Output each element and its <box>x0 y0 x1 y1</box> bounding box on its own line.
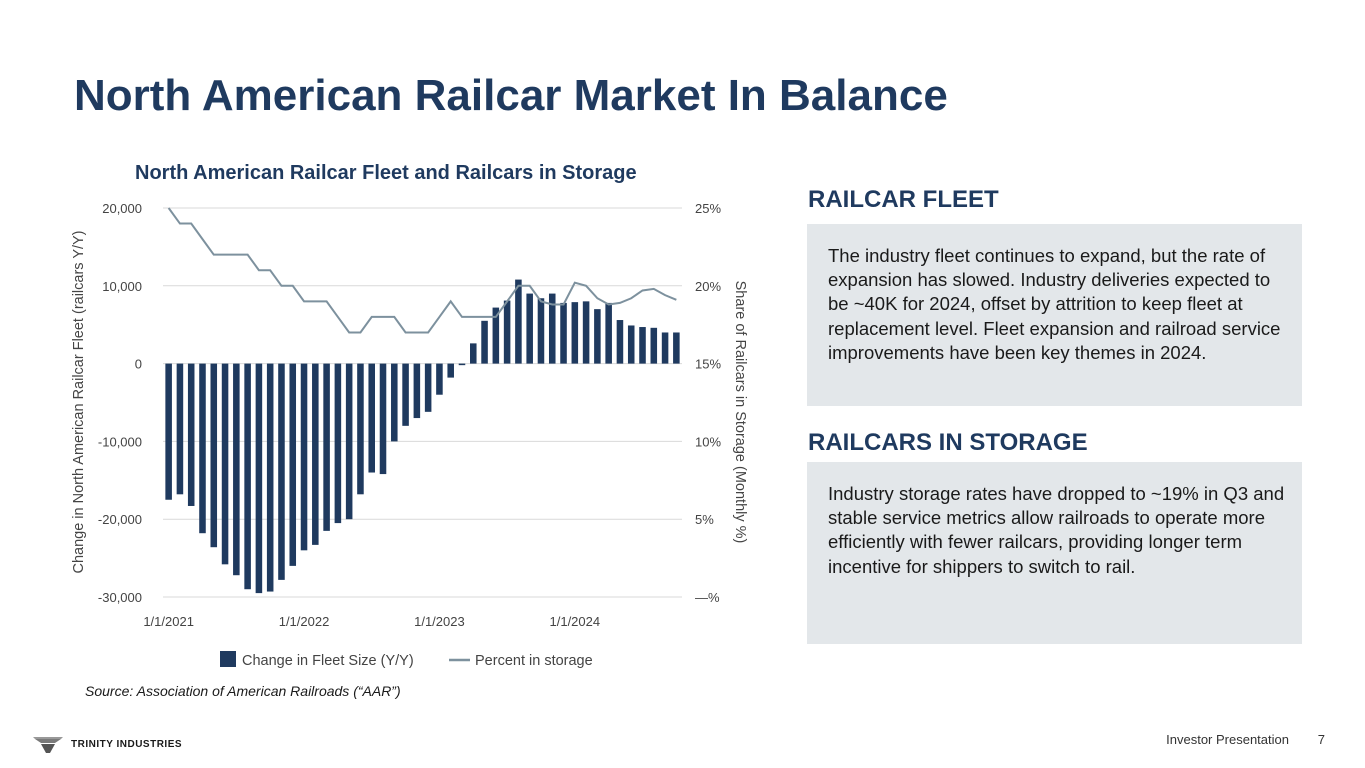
page-number: 7 <box>1317 732 1325 747</box>
fleet-change-bar <box>537 298 545 364</box>
y2-tick-label: 10% <box>695 434 721 449</box>
fleet-change-bar <box>176 363 184 495</box>
fleet-change-bar <box>673 332 680 364</box>
x-tick-label: 1/1/2021 <box>143 614 194 629</box>
fleet-change-bar <box>639 327 646 364</box>
fleet-change-bar <box>661 332 669 364</box>
y-tick-label: 0 <box>135 357 142 372</box>
fleet-change-bar <box>469 343 477 364</box>
storage-percent-line <box>167 207 677 334</box>
y2-tick-label: 15% <box>695 357 721 372</box>
fleet-change-bar <box>266 363 274 592</box>
fleet-change-bar <box>650 327 658 364</box>
y2-tick-label: —% <box>695 590 720 605</box>
storage-panel: Industry storage rates have dropped to ~… <box>807 462 1302 644</box>
y2-tick-label: 5% <box>695 512 714 527</box>
fleet-change-bar <box>345 363 353 520</box>
fleet-change-bar <box>391 363 398 442</box>
y2-tick-label: 25% <box>695 201 721 216</box>
x-tick-label: 1/1/2024 <box>550 614 601 629</box>
fleet-change-bar <box>492 307 500 364</box>
fleet-body: The industry fleet continues to expand, … <box>828 245 1281 363</box>
fleet-change-bar <box>165 363 172 500</box>
fleet-change-bar <box>312 363 319 545</box>
x-tick-label: 1/1/2023 <box>414 614 465 629</box>
y2-axis-title: Share of Railcars in Storage (Monthly %) <box>732 281 748 544</box>
fleet-change-bar <box>334 363 342 524</box>
fleet-change-bar <box>300 363 308 551</box>
fleet-change-bar <box>402 363 409 426</box>
fleet-change-bar <box>210 363 218 548</box>
fleet-change-bar <box>616 320 624 364</box>
y-tick-label: -30,000 <box>98 590 142 605</box>
fleet-change-bar <box>627 325 635 364</box>
fleet-change-bar <box>526 293 533 364</box>
fleet-change-bar <box>289 363 297 566</box>
y-tick-label: -20,000 <box>98 512 142 527</box>
page-title: North American Railcar Market In Balance <box>74 71 948 120</box>
fleet-change-bar <box>436 363 443 395</box>
fleet-change-bar <box>571 302 579 364</box>
storage-line-layer <box>167 207 677 334</box>
fleet-change-bar <box>515 279 522 364</box>
footer-label: Investor Presentation <box>1166 732 1289 747</box>
axis-labels: 20,000 10,000 0 -10,000 -20,000 -30,000 25% 20%… <box>71 201 748 629</box>
fleet-change-bar <box>233 363 240 576</box>
fleet-change-bar <box>357 363 364 495</box>
y-tick-label: 10,000 <box>102 279 142 294</box>
fleet-storage-chart: 20,000 10,000 0 -10,000 -20,000 -30,000 25% 20%… <box>71 201 748 669</box>
y-tick-label: -10,000 <box>98 434 142 449</box>
fleet-change-bars <box>165 279 680 594</box>
legend-bar-label: Change in Fleet Size (Y/Y) <box>242 653 414 669</box>
legend-line-label: Percent in storage <box>475 653 593 669</box>
fleet-panel: The industry fleet continues to expand, … <box>807 224 1302 406</box>
fleet-change-bar <box>255 363 263 594</box>
logo-text: TRINITY INDUSTRIES <box>71 738 183 750</box>
fleet-change-bar <box>503 300 511 364</box>
fleet-change-bar <box>447 363 454 378</box>
fleet-change-bar <box>594 309 601 364</box>
fleet-heading: RAILCAR FLEET <box>808 186 999 213</box>
storage-body: Industry storage rates have dropped to ~… <box>828 483 1285 577</box>
fleet-change-bar <box>278 363 285 580</box>
source-note: Source: Association of American Railroad… <box>85 683 401 699</box>
fleet-change-bar <box>413 363 421 419</box>
storage-heading: RAILCARS IN STORAGE <box>808 429 1088 456</box>
fleet-change-bar <box>323 363 330 531</box>
fleet-change-bar <box>605 302 612 364</box>
fleet-change-bar <box>458 363 466 366</box>
company-logo: TRINITY INDUSTRIES <box>33 733 182 755</box>
fleet-change-bar <box>582 301 590 364</box>
fleet-change-bar <box>221 363 229 565</box>
gridlines <box>163 207 682 598</box>
fleet-change-bar <box>560 302 567 364</box>
fleet-change-bar <box>424 363 432 412</box>
fleet-change-bar <box>199 363 206 534</box>
fleet-change-bar <box>548 293 556 364</box>
y2-tick-label: 20% <box>695 279 721 294</box>
fleet-change-bar <box>481 320 488 364</box>
fleet-change-bar <box>379 363 387 475</box>
trinity-logo-icon <box>33 737 63 753</box>
y-axis-title: Change in North American Railcar Fleet (… <box>71 230 87 573</box>
fleet-change-bar <box>244 363 251 590</box>
chart-legend: Change in Fleet Size (Y/Y) Percent in sto… <box>220 651 593 669</box>
legend-bar-swatch <box>220 651 236 667</box>
fleet-change-bar <box>368 363 376 473</box>
chart-title: North American Railcar Fleet and Railcar… <box>135 162 637 184</box>
fleet-change-bar <box>187 363 195 506</box>
x-tick-label: 1/1/2022 <box>279 614 330 629</box>
y-tick-label: 20,000 <box>102 201 142 216</box>
